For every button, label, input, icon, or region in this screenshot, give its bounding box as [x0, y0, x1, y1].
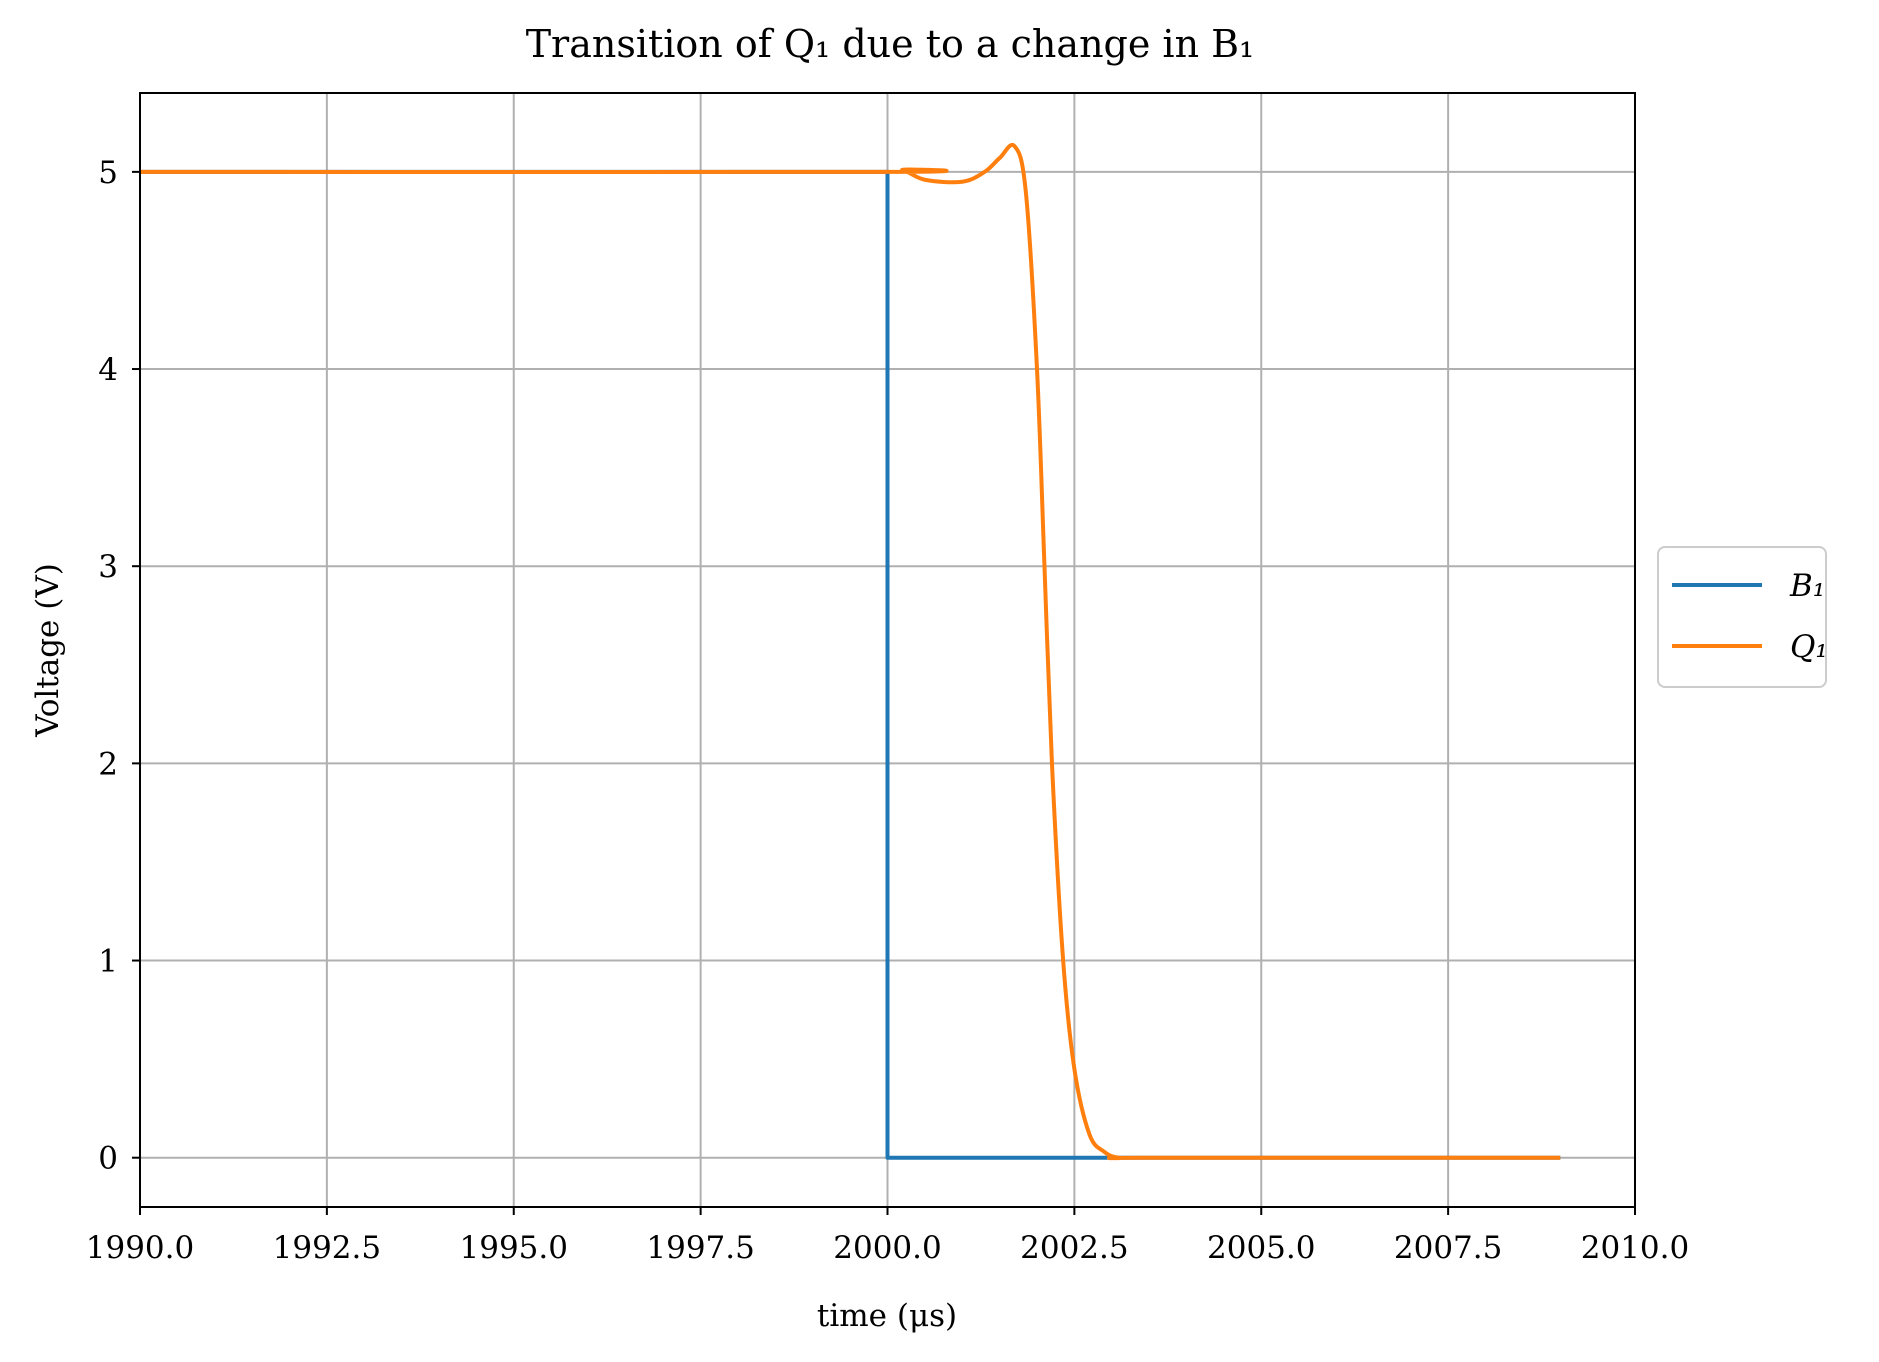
x-tick-label: 1990.0	[86, 1230, 194, 1266]
x-tick-label: 2002.5	[1020, 1230, 1128, 1266]
y-tick-label: 3	[98, 549, 118, 585]
x-tick-label: 2007.5	[1394, 1230, 1502, 1266]
ticks: 1990.0 1992.5 1995.0 1997.5 2000.0 2002.5 2005…	[86, 155, 1689, 1266]
x-tick-label: 1995.0	[460, 1230, 568, 1266]
y-tick-label: 2	[98, 746, 118, 782]
chart-title: Transition of Q₁ due to a change in B₁	[526, 22, 1255, 66]
y-tick-label: 1	[98, 944, 118, 980]
x-tick-label: 2010.0	[1581, 1230, 1689, 1266]
legend-frame	[1657, 546, 1827, 688]
legend-label-q1: Q₁	[1790, 629, 1828, 665]
y-tick-label: 4	[98, 352, 118, 388]
x-tick-label: 2005.0	[1207, 1230, 1315, 1266]
x-tick-label: 1992.5	[273, 1230, 381, 1266]
legend-label-b1: B₁	[1789, 568, 1825, 604]
series-layer	[139, 142, 1561, 1161]
x-axis-label: time (μs)	[817, 1298, 957, 1334]
x-tick-label: 2000.0	[833, 1230, 941, 1266]
x-tick-label: 1997.5	[646, 1230, 754, 1266]
y-tick-label: 5	[98, 155, 118, 191]
y-tick-label: 0	[98, 1141, 118, 1177]
legend: B₁ Q₁	[1657, 546, 1828, 688]
series-line-q1	[139, 142, 1561, 1161]
y-axis-label: Voltage (V)	[30, 563, 66, 738]
